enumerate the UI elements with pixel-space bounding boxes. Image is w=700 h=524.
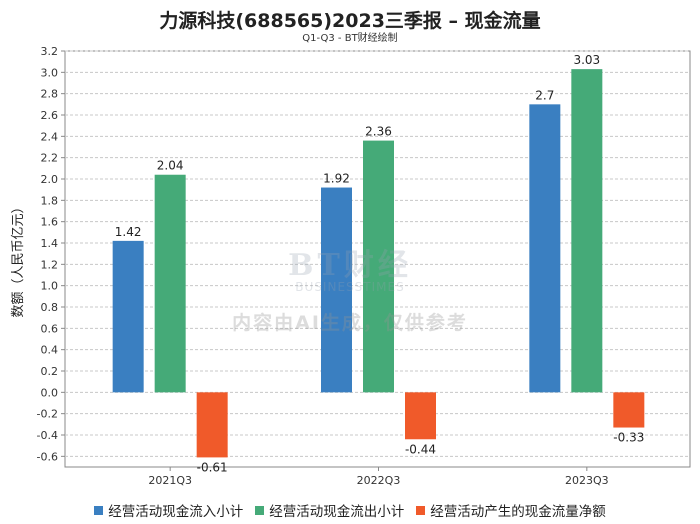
y-tick-label: 2.2	[41, 152, 59, 165]
data-label: 1.42	[115, 225, 142, 239]
y-tick-label: 0.8	[41, 301, 59, 314]
legend-label: 经营活动产生的现金流量净额	[430, 504, 606, 520]
y-tick-label: 0.0	[41, 386, 59, 399]
chart-title: 力源科技(688565)2023三季报 – 现金流量	[159, 10, 541, 32]
bar	[321, 187, 352, 393]
x-tick-label: 2023Q3	[565, 474, 609, 487]
y-tick-label: -0.2	[37, 408, 58, 421]
x-tick-label: 2022Q3	[357, 474, 401, 487]
bar	[154, 174, 186, 393]
data-label: -0.33	[613, 431, 644, 445]
y-axis-title: 数额（人民币亿元）	[11, 200, 26, 317]
bar	[571, 69, 603, 393]
legend-item: 经营活动现金流出小计	[255, 500, 404, 520]
legend-label: 经营活动现金流入小计	[108, 504, 244, 520]
y-tick-label: 2.8	[41, 88, 59, 101]
y-tick-label: 1.4	[41, 237, 59, 250]
y-tick-label: 1.2	[41, 258, 59, 271]
chart-subtitle: Q1-Q3 - BT财经绘制	[302, 33, 398, 44]
y-tick-label: 3.2	[41, 45, 59, 58]
y-tick-label: 2.4	[41, 130, 59, 143]
legend-swatch	[94, 505, 104, 515]
y-tick-label: 1.0	[41, 280, 59, 293]
legend-swatch	[255, 505, 265, 515]
y-tick-label: 1.8	[41, 194, 59, 207]
y-tick-label: 1.6	[41, 216, 59, 229]
y-tick-label: 0.6	[41, 322, 59, 335]
bar	[613, 392, 645, 428]
y-tick-label: -0.4	[37, 429, 58, 442]
y-tick-label: 2.0	[41, 173, 59, 186]
chart-legend: 经营活动现金流入小计 经营活动现金流出小计 经营活动产生的现金流量净额	[0, 500, 700, 520]
bar	[363, 140, 394, 393]
data-label: 1.92	[323, 172, 350, 186]
legend-item: 经营活动产生的现金流量净额	[416, 500, 606, 520]
bar	[529, 104, 561, 393]
data-label: 3.03	[573, 53, 600, 67]
data-label: 2.36	[365, 125, 392, 139]
y-tick-label: -0.6	[37, 450, 58, 463]
data-label: -0.61	[197, 460, 228, 474]
y-tick-label: 0.4	[41, 344, 59, 357]
legend-label: 经营活动现金流出小计	[269, 504, 405, 520]
bar	[196, 392, 228, 458]
x-tick-label: 2021Q3	[148, 474, 192, 487]
bar	[112, 240, 144, 393]
data-label: -0.44	[405, 442, 436, 456]
legend-swatch	[416, 505, 426, 515]
data-label: 2.7	[535, 88, 554, 102]
legend-item: 经营活动现金流入小计	[94, 500, 243, 520]
y-tick-label: 2.6	[41, 109, 59, 122]
bar	[405, 392, 436, 440]
y-tick-label: 0.2	[41, 365, 59, 378]
y-tick-label: 3.0	[41, 66, 59, 79]
data-label: 2.04	[157, 159, 184, 173]
chart-canvas: -0.6 -0.4 -0.2 0.0 0.2 0.4 0.6 0.8 1.0 1.2 1.4 1.6 1…	[11, 45, 691, 487]
